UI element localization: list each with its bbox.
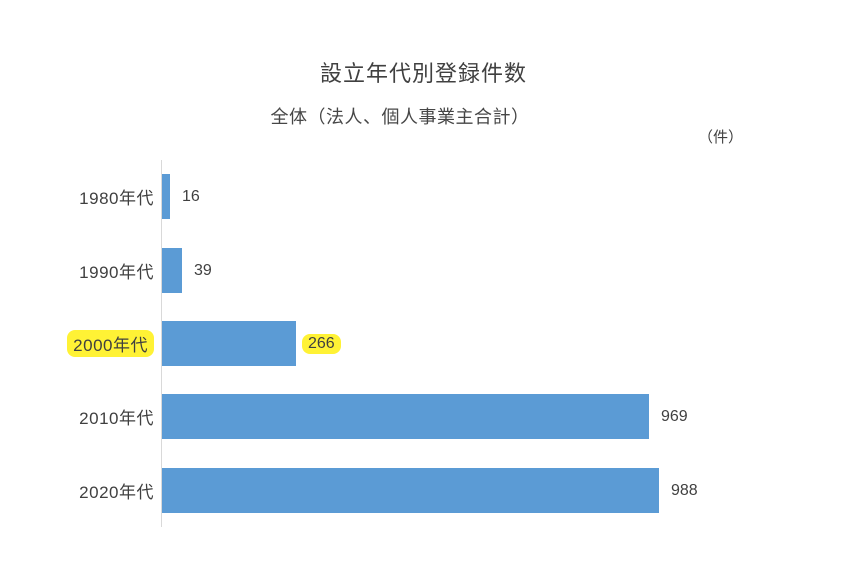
- value-text: 16: [182, 187, 200, 205]
- category-label: 1980年代: [30, 174, 154, 219]
- value-label: 266: [302, 321, 341, 366]
- category-label: 1990年代: [30, 248, 154, 293]
- highlighted-category-text: 2000年代: [67, 330, 154, 357]
- category-text: 2010年代: [79, 409, 154, 428]
- chart-subtitle: 全体（法人、個人事業主合計）: [270, 107, 530, 127]
- plot-area: 1980年代 16 1990年代 39 2000年代 266 2010年代 969 2020年代…: [0, 160, 847, 527]
- value-label: 969: [661, 394, 688, 439]
- category-label: 2010年代: [30, 394, 154, 439]
- value-label: 39: [194, 248, 212, 293]
- bar: [162, 174, 170, 219]
- highlighted-value-text: 266: [302, 333, 341, 354]
- category-text: 2020年代: [79, 483, 154, 502]
- bar: [162, 321, 296, 366]
- chart-title: 設立年代別登録件数: [319, 61, 527, 86]
- category-text: 1990年代: [79, 263, 154, 282]
- value-text: 969: [661, 407, 688, 425]
- value-text: 988: [671, 481, 698, 499]
- category-text: 1980年代: [79, 189, 154, 208]
- bar: [162, 394, 649, 439]
- category-label: 2000年代: [30, 321, 154, 366]
- unit-label: （件）: [698, 129, 744, 146]
- bar: [162, 468, 659, 513]
- y-axis-line: [161, 160, 162, 527]
- value-text: 39: [194, 261, 212, 279]
- value-label: 988: [671, 468, 698, 513]
- category-label: 2020年代: [30, 468, 154, 513]
- value-label: 16: [182, 174, 200, 219]
- bar: [162, 248, 182, 293]
